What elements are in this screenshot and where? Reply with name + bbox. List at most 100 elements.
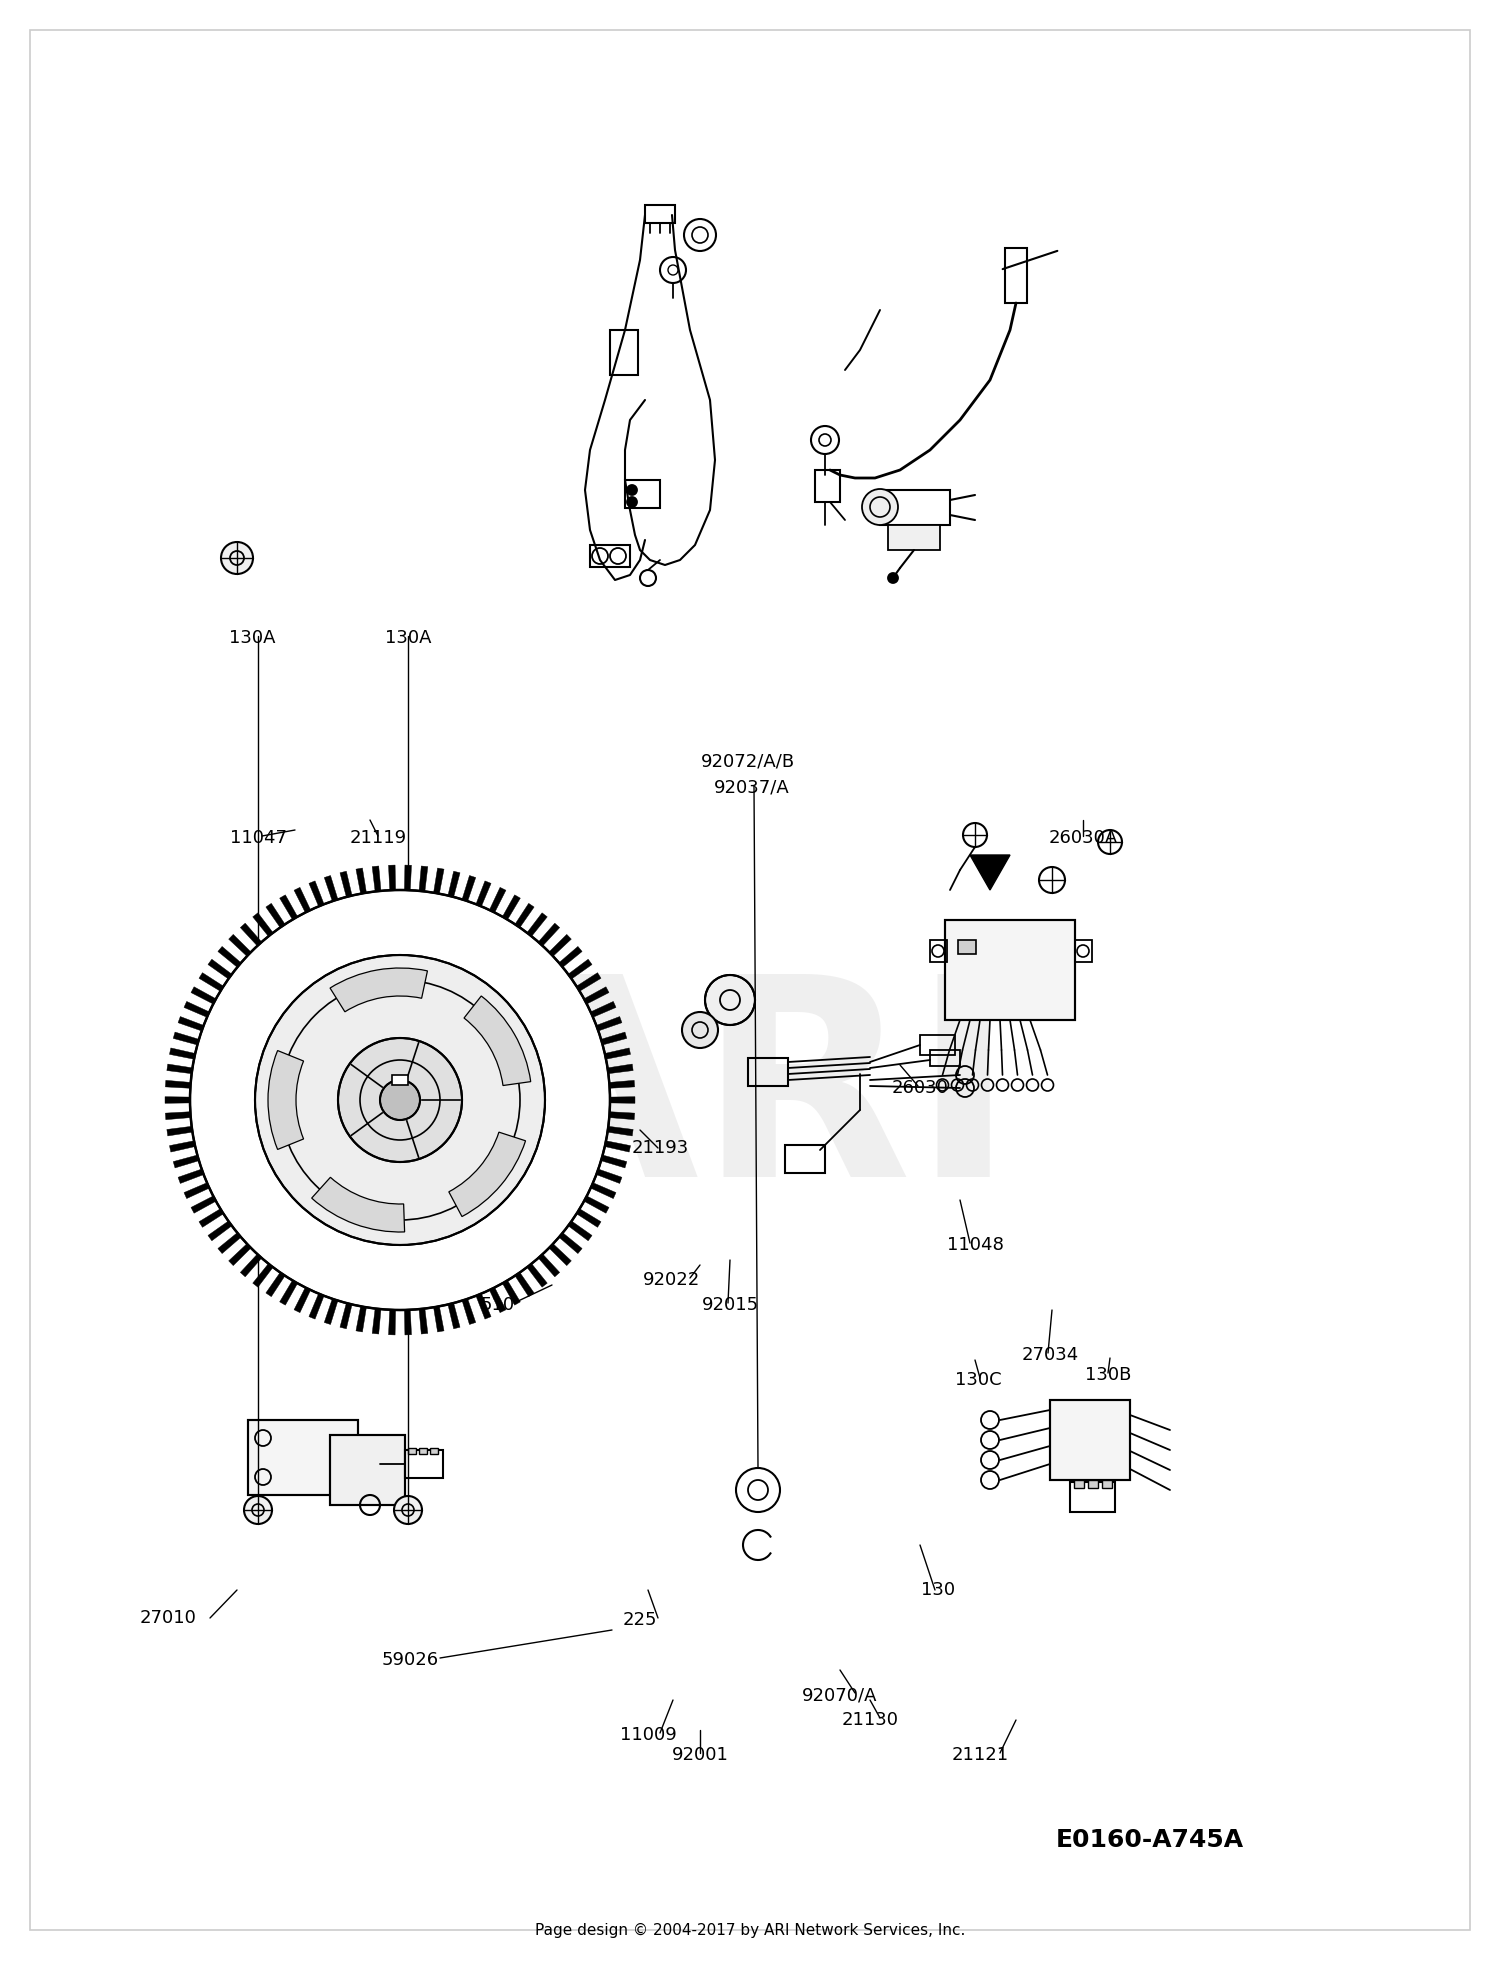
Wedge shape — [448, 1132, 525, 1216]
Polygon shape — [279, 1281, 297, 1305]
Polygon shape — [489, 1287, 506, 1313]
Bar — [920, 1036, 956, 1056]
Bar — [645, 204, 675, 224]
Text: 26030A: 26030A — [1048, 830, 1118, 848]
Polygon shape — [560, 946, 582, 967]
Polygon shape — [503, 895, 520, 920]
Polygon shape — [340, 871, 352, 897]
Text: 130: 130 — [921, 1581, 956, 1599]
Polygon shape — [309, 881, 324, 906]
Polygon shape — [568, 959, 592, 979]
Polygon shape — [166, 1126, 192, 1136]
Polygon shape — [602, 1032, 627, 1046]
Wedge shape — [312, 1177, 405, 1232]
Text: 27034: 27034 — [1022, 1346, 1078, 1364]
Polygon shape — [340, 1303, 352, 1328]
Text: Page design © 2004-2017 by ARI Network Services, Inc.: Page design © 2004-2017 by ARI Network S… — [536, 1923, 964, 1938]
Polygon shape — [597, 1169, 622, 1183]
Polygon shape — [217, 946, 242, 967]
Polygon shape — [294, 887, 310, 912]
Bar — [1076, 940, 1092, 961]
Text: 92070/A: 92070/A — [802, 1685, 877, 1705]
Polygon shape — [184, 1183, 210, 1199]
Polygon shape — [448, 1303, 460, 1328]
Polygon shape — [388, 865, 396, 891]
Polygon shape — [610, 1097, 634, 1103]
Polygon shape — [462, 875, 476, 901]
Bar — [408, 1448, 416, 1454]
Polygon shape — [568, 1220, 592, 1240]
Polygon shape — [476, 881, 490, 906]
Polygon shape — [266, 903, 285, 928]
Polygon shape — [217, 1232, 242, 1254]
Polygon shape — [209, 1220, 232, 1240]
Bar — [958, 940, 976, 954]
Bar — [1074, 1479, 1084, 1487]
Polygon shape — [970, 855, 1010, 891]
Polygon shape — [514, 1273, 534, 1297]
Text: 130A: 130A — [384, 630, 432, 647]
Text: 510: 510 — [482, 1297, 514, 1315]
Polygon shape — [584, 987, 609, 1005]
Text: 21130: 21130 — [842, 1711, 898, 1729]
Bar — [930, 1050, 960, 1065]
Wedge shape — [330, 967, 427, 1012]
Text: 92022: 92022 — [644, 1271, 700, 1289]
Text: 21119: 21119 — [350, 830, 406, 848]
Polygon shape — [252, 912, 273, 936]
Polygon shape — [200, 1209, 223, 1228]
Polygon shape — [178, 1169, 204, 1183]
Polygon shape — [165, 1112, 190, 1120]
Text: 11048: 11048 — [946, 1236, 1004, 1254]
Circle shape — [190, 891, 610, 1311]
Bar — [248, 1420, 358, 1495]
Text: 59026: 59026 — [381, 1650, 438, 1670]
Polygon shape — [372, 1309, 381, 1334]
Circle shape — [394, 1495, 422, 1524]
Circle shape — [627, 496, 638, 506]
Circle shape — [338, 1038, 462, 1162]
Polygon shape — [240, 1254, 261, 1277]
Polygon shape — [538, 924, 560, 946]
Text: 11047: 11047 — [230, 830, 286, 848]
Polygon shape — [166, 1063, 192, 1073]
Polygon shape — [549, 934, 572, 955]
Text: 130A: 130A — [228, 630, 276, 647]
Polygon shape — [608, 1063, 633, 1073]
Circle shape — [244, 1495, 272, 1524]
Polygon shape — [448, 871, 460, 897]
Bar — [590, 545, 630, 567]
Polygon shape — [294, 1287, 310, 1313]
Polygon shape — [228, 1244, 251, 1265]
Polygon shape — [609, 1081, 634, 1089]
Bar — [1070, 1481, 1114, 1513]
Polygon shape — [172, 1156, 200, 1167]
Polygon shape — [172, 1032, 200, 1046]
Bar — [784, 1146, 825, 1173]
Polygon shape — [266, 1273, 285, 1297]
Text: 130B: 130B — [1084, 1366, 1131, 1383]
Polygon shape — [190, 987, 216, 1005]
Polygon shape — [228, 934, 251, 955]
Polygon shape — [576, 1209, 602, 1228]
Circle shape — [888, 573, 898, 583]
Polygon shape — [609, 1112, 634, 1120]
Text: 21121: 21121 — [951, 1746, 1008, 1764]
Text: 130C: 130C — [954, 1371, 1002, 1389]
Polygon shape — [324, 875, 338, 901]
Bar — [930, 940, 946, 961]
Polygon shape — [591, 1001, 616, 1016]
Bar — [610, 330, 638, 375]
Bar — [1088, 1479, 1098, 1487]
Text: 11009: 11009 — [620, 1727, 676, 1744]
Polygon shape — [433, 1307, 444, 1332]
Bar — [405, 1450, 442, 1477]
Polygon shape — [560, 1232, 582, 1254]
Polygon shape — [419, 1309, 428, 1334]
Circle shape — [862, 489, 898, 526]
Polygon shape — [538, 1254, 560, 1277]
Polygon shape — [576, 973, 602, 991]
Polygon shape — [190, 1197, 216, 1213]
Polygon shape — [405, 865, 411, 891]
Bar — [330, 1434, 405, 1505]
